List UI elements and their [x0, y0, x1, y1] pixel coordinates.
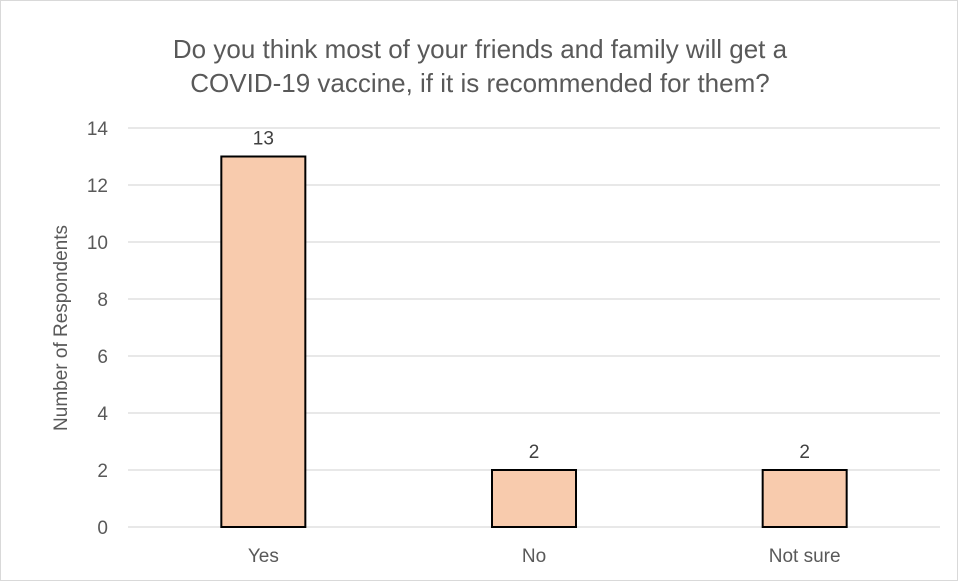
y-tick-label: 8: [97, 290, 108, 311]
y-tick-label: 6: [97, 347, 108, 368]
bar-yes: [220, 155, 307, 528]
chart-title: Do you think most of your friends and fa…: [172, 34, 788, 98]
y-tick-label: 12: [87, 176, 108, 197]
data-label: 2: [529, 442, 540, 463]
y-tick-label: 4: [97, 404, 108, 425]
y-tick-label: 10: [87, 233, 108, 254]
bar-no: [491, 469, 577, 528]
y-axis-title: Number of Respondents: [51, 225, 72, 431]
x-tick-label: No: [522, 546, 546, 567]
y-tick-label: 2: [97, 461, 108, 482]
data-labels: 13 2 2: [253, 129, 810, 464]
x-tick-label: Not sure: [769, 546, 841, 567]
data-label: 2: [799, 442, 810, 463]
x-tick-label: Yes: [248, 546, 279, 567]
y-tick-label: 0: [97, 518, 108, 539]
y-tick-label: 14: [87, 119, 109, 140]
bars: [220, 155, 848, 528]
y-tick-labels: 0 2 4 6 8 10 12 14: [87, 119, 109, 539]
bar-not-sure: [761, 469, 848, 528]
x-tick-labels: Yes No Not sure: [248, 546, 841, 567]
data-label: 13: [253, 129, 274, 150]
